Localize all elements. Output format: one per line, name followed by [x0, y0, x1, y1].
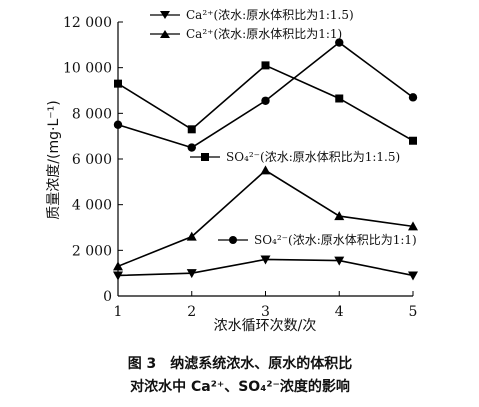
legend-ca-1-1-label: Ca²⁺(浓水:原水体积比为1:1): [186, 27, 342, 41]
x-ticks: 1 2 3 4 5: [114, 291, 418, 320]
series-markers: [113, 38, 418, 281]
legend-so4-1-1.5-label: SO₄²⁻(浓水:原水体积比为1:1.5): [226, 150, 400, 164]
legend-so4-1-1-label: SO₄²⁻(浓水:原水体积比为1:1): [254, 233, 417, 247]
point-so4-1-1.5: [187, 125, 196, 134]
point-so4-1-1: [408, 93, 418, 102]
point-ca-1-1: [334, 211, 345, 221]
x-tick-label: 3: [261, 304, 270, 320]
point-so4-1-1.5: [335, 94, 344, 103]
point-so4-1-1: [113, 120, 123, 129]
point-ca-1-1.5: [113, 271, 123, 281]
point-ca-1-1.5: [260, 255, 271, 265]
x-tick-label: 2: [187, 304, 196, 320]
x-tick-label: 5: [409, 304, 418, 320]
point-ca-1-1.5: [408, 271, 418, 281]
y-tick-label: 10 000: [63, 61, 112, 77]
point-so4-1-1.5: [261, 61, 270, 70]
point-ca-1-1: [408, 221, 418, 231]
x-axis-label: 浓水循环次数/次: [214, 318, 317, 334]
y-tick-label: 6 000: [72, 152, 112, 168]
y-tick-label: 12 000: [63, 15, 112, 31]
legend-ca-1-1.5-label: Ca²⁺(浓水:原水体积比为1:1.5): [186, 8, 354, 22]
point-ca-1-1: [186, 231, 197, 241]
point-ca-1-1.5: [334, 256, 345, 266]
legend-so4-1-1.5: SO₄²⁻(浓水:原水体积比为1:1.5): [190, 150, 400, 164]
y-ticks: 0 2 000 4 000 6 000 8 000 10 000 12 000: [63, 15, 123, 305]
caption-line-1: 图 3 纳滤系统浓水、原水的体积比: [128, 355, 353, 372]
point-so4-1-1.5: [409, 136, 417, 145]
caption-line-2: 对浓水中 Ca²⁺、SO₄²⁻浓度的影响: [130, 378, 350, 395]
legend-so4-1-1: SO₄²⁻(浓水:原水体积比为1:1): [218, 233, 417, 247]
legend-ca-1-1.5: Ca²⁺(浓水:原水体积比为1:1.5): [150, 8, 354, 22]
series-line-so4-1-1: [117, 41, 414, 149]
y-tick-label: 0: [103, 289, 112, 305]
point-so4-1-1.5: [114, 79, 122, 88]
point-so4-1-1: [335, 38, 344, 47]
point-ca-1-1.5: [186, 269, 197, 279]
y-tick-label: 2 000: [72, 243, 112, 259]
x-tick-label: 4: [335, 304, 344, 320]
y-tick-label: 4 000: [72, 198, 112, 214]
point-ca-1-1: [113, 261, 123, 271]
y-axis-label: 质量浓度/(mg·L⁻¹): [46, 100, 62, 219]
point-ca-1-1: [260, 165, 271, 175]
x-tick-label: 1: [114, 304, 123, 320]
point-so4-1-1: [261, 96, 270, 105]
legend-ca-1-1: Ca²⁺(浓水:原水体积比为1:1): [150, 27, 342, 41]
series-line-ca-1-1: [117, 169, 414, 268]
point-so4-1-1: [187, 143, 196, 152]
y-tick-label: 8 000: [72, 106, 112, 122]
